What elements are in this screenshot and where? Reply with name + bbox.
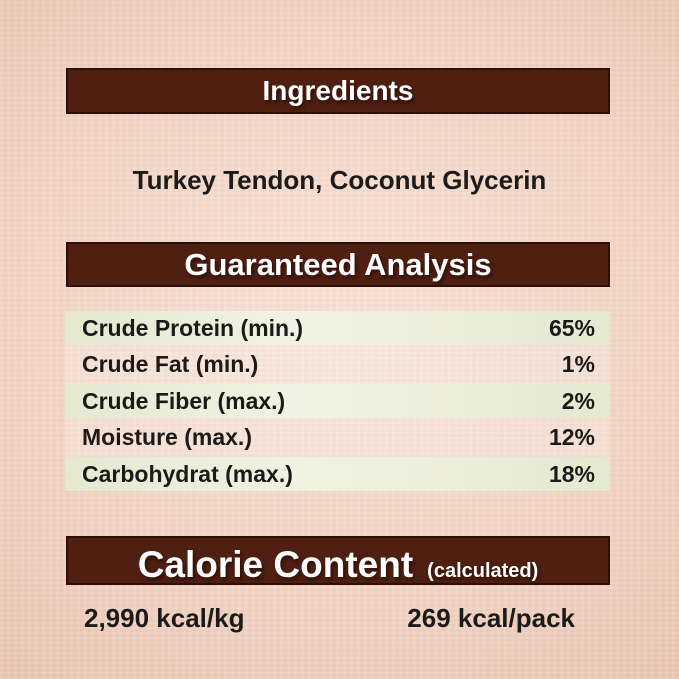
row-label: Moisture (max.) <box>82 424 252 450</box>
row-value: 2% <box>561 387 595 414</box>
row-value: 1% <box>561 351 595 377</box>
table-row: Crude Fat (min.) 1% <box>65 345 610 384</box>
ingredients-header-bar: Ingredients <box>66 68 610 114</box>
kcal-per-pack: 269 kcal/pack <box>407 603 575 633</box>
row-value: 18% <box>548 460 595 487</box>
guaranteed-analysis-title: Guaranteed Analysis <box>184 246 492 282</box>
row-label: Crude Fat (min.) <box>82 351 259 377</box>
guaranteed-analysis-table: Crude Protein (min.) 65% Crude Fat (min.… <box>65 311 610 491</box>
calorie-content-subtitle: (calculated) <box>427 560 539 582</box>
table-row: Moisture (max.) 12% <box>65 418 610 457</box>
row-label: Carbohydrat (max.) <box>82 460 293 487</box>
calorie-content-header-bar: Calorie Content (calculated) <box>66 536 610 585</box>
table-row: Crude Protein (min.) 65% <box>65 311 610 345</box>
calorie-values-row: 2,990 kcal/kg 269 kcal/pack <box>0 603 679 634</box>
table-row: Carbohydrat (max.) 18% <box>65 457 610 491</box>
row-label: Crude Protein (min.) <box>82 314 304 341</box>
table-row: Crude Fiber (max.) 2% <box>65 384 610 418</box>
kcal-per-kg: 2,990 kcal/kg <box>84 603 245 633</box>
row-value: 65% <box>548 314 595 341</box>
row-label: Crude Fiber (max.) <box>82 387 286 414</box>
guaranteed-analysis-header-bar: Guaranteed Analysis <box>66 242 610 287</box>
calorie-content-title: Calorie Content <box>137 544 414 585</box>
row-value: 12% <box>548 424 595 450</box>
ingredients-title: Ingredients <box>262 75 414 106</box>
ingredients-list: Turkey Tendon, Coconut Glycerin <box>132 165 547 195</box>
